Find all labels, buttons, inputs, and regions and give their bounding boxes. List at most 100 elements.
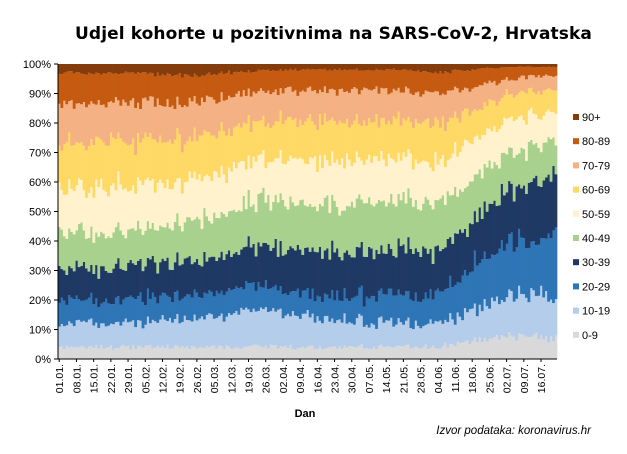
bar-segment (409, 153, 413, 198)
bar-segment (301, 90, 305, 126)
bar-segment (230, 74, 233, 98)
bar-segment (411, 64, 415, 72)
bar-segment (544, 67, 548, 75)
x-tick-label: 12.02. (157, 364, 169, 393)
bar-segment (419, 210, 423, 257)
bar-segment (97, 187, 101, 237)
bar-segment (360, 126, 364, 161)
bar-segment (402, 295, 405, 325)
bar-segment (286, 64, 290, 71)
bar-segment (203, 251, 206, 293)
bar-segment (500, 80, 504, 99)
bar-segment (107, 196, 110, 237)
bar-segment (146, 257, 150, 289)
bar-segment (552, 76, 555, 91)
bar-segment (505, 77, 509, 90)
bar-segment (439, 64, 442, 72)
bar-segment (188, 256, 192, 295)
bar-segment (284, 315, 287, 346)
bar-segment (252, 204, 255, 244)
bar-segment (180, 264, 184, 299)
bar-segment (279, 64, 283, 69)
bar-segment (397, 64, 401, 71)
bar-segment (183, 182, 187, 223)
bar-segment (431, 92, 435, 126)
bar-segment (119, 325, 123, 347)
bar-segment (104, 107, 108, 146)
bar-segment (276, 121, 280, 159)
bar-segment (468, 115, 472, 144)
bar-segment (490, 64, 494, 69)
bar-segment (119, 73, 123, 106)
bar-segment (80, 179, 83, 223)
bar-segment (328, 89, 332, 120)
bar-segment (424, 248, 428, 293)
bar-segment (139, 292, 142, 321)
bar-segment (102, 73, 106, 105)
bar-segment (117, 171, 120, 223)
bar-segment (451, 194, 455, 244)
bar-segment (362, 306, 366, 327)
bar-segment (144, 266, 147, 306)
bar-segment (244, 169, 248, 210)
bar-segment (148, 133, 152, 181)
bar-segment (424, 292, 428, 325)
bar-segment (117, 74, 120, 101)
bar-segment (153, 76, 157, 107)
bar-segment (126, 322, 130, 346)
bar-segment (67, 228, 71, 267)
bar-segment (249, 312, 253, 346)
bar-segment (227, 167, 231, 212)
bar-segment (180, 193, 184, 232)
bar-segment (146, 345, 150, 359)
bar-segment (458, 122, 462, 153)
bar-segment (141, 185, 145, 235)
bar-segment (387, 120, 391, 154)
bar-segment (271, 286, 275, 309)
bar-segment (421, 94, 425, 122)
bar-segment (247, 115, 251, 156)
bar-segment (313, 348, 317, 359)
series-60-69 (58, 87, 558, 198)
bar-segment (163, 75, 167, 107)
bar-segment (451, 319, 455, 345)
bar-segment (178, 177, 182, 226)
bar-segment (87, 237, 91, 272)
bar-segment (266, 289, 270, 312)
bar-segment (291, 291, 295, 312)
bar-segment (190, 77, 194, 102)
bar-segment (301, 64, 305, 70)
bar-segment (207, 347, 211, 359)
bar-segment (109, 64, 113, 73)
bar-segment (426, 349, 430, 359)
bar-segment (360, 70, 364, 91)
bar-segment (421, 160, 425, 204)
y-tick-label: 70% (29, 148, 51, 160)
bar-segment (215, 217, 219, 261)
bar-segment (293, 157, 297, 207)
bar-segment (350, 298, 354, 324)
bar-segment (306, 288, 310, 310)
bar-segment (156, 142, 160, 183)
bar-segment (262, 287, 265, 310)
bar-segment (131, 320, 135, 346)
bar-segment (237, 162, 241, 211)
bar-segment (185, 217, 189, 258)
bar-segment (85, 322, 88, 349)
bar-segment (87, 104, 91, 146)
bar-segment (352, 69, 356, 88)
bar-segment (166, 321, 169, 345)
bar-segment (180, 152, 184, 194)
bar-segment (517, 77, 521, 93)
bar-segment (178, 64, 182, 74)
bar-segment (276, 64, 280, 71)
bar-segment (92, 64, 96, 75)
bar-segment (507, 289, 511, 333)
bar-segment (148, 64, 152, 73)
bar-segment (461, 191, 464, 233)
bar-segment (343, 123, 346, 169)
bar-segment (99, 178, 103, 232)
bar-segment (443, 167, 447, 205)
bar-segment (411, 71, 415, 95)
bar-segment (203, 102, 206, 131)
